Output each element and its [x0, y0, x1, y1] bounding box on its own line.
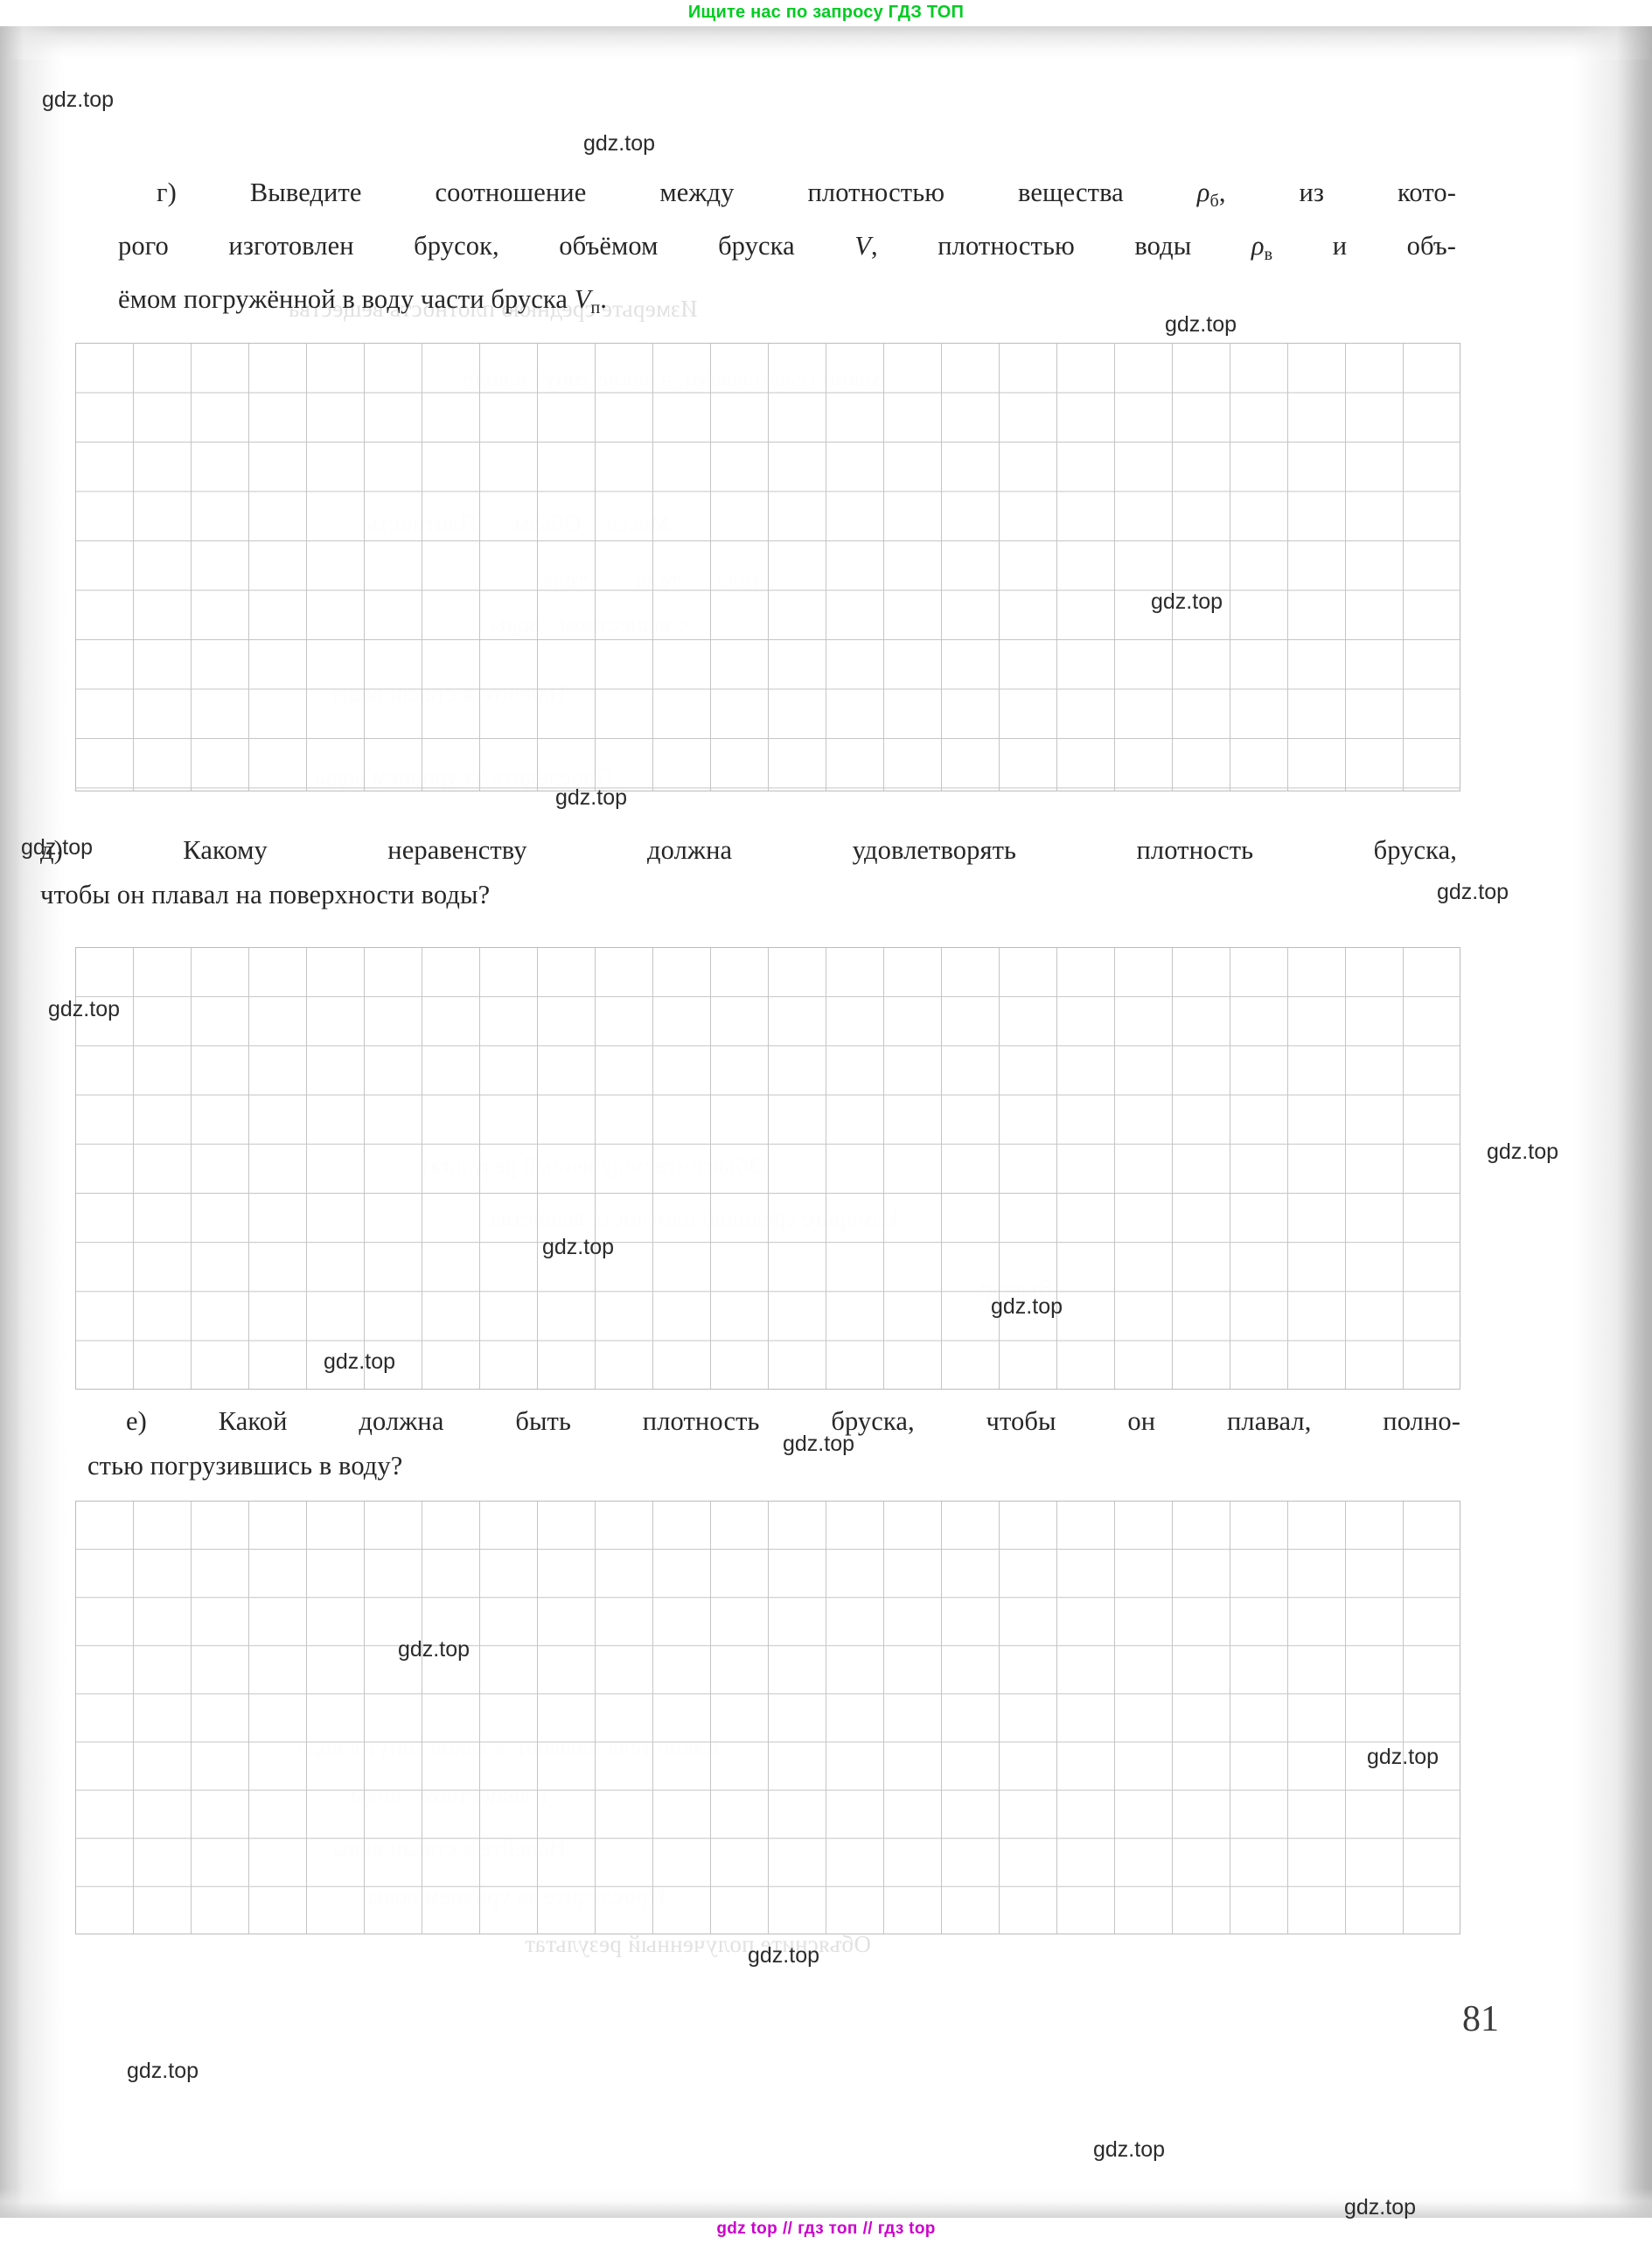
answer-grid-g[interactable]	[75, 343, 1460, 791]
footer-branding: gdz top//гдз топ//гдз top	[0, 2220, 1652, 2239]
task-paragraph-e: е) Какой должна быть плотность бруска, ч…	[87, 1399, 1460, 1488]
footer-part-2: гдз топ	[798, 2220, 858, 2238]
scan-shadow-bottom	[0, 2188, 1652, 2218]
promo-banner-text: Ищите нас по запросу ГДЗ ТОП	[687, 3, 965, 22]
answer-grid-e[interactable]	[75, 1501, 1460, 1934]
task-g-line-3: ёмом погружённой в воду части бруска Vп.	[118, 284, 607, 317]
task-paragraph-g: г) Выведите соотношение между плотностью…	[118, 171, 1456, 331]
promo-banner: Ищите нас по запросу ГДЗ ТОП	[0, 0, 1652, 26]
footer-part-1: gdz top	[716, 2220, 777, 2238]
answer-grid-d[interactable]	[75, 947, 1460, 1390]
scan-shadow-top	[0, 26, 1652, 59]
task-g-line-2: рого изготовлен брусок, объёмом бруска V…	[118, 231, 1456, 264]
paper-scan: Измерьте среднюю плотность вещества Каки…	[0, 26, 1652, 2218]
scan-shadow-right	[1573, 26, 1652, 2218]
task-paragraph-d: д) Какому неравенству должна удовлетворя…	[40, 828, 1457, 917]
footer-separator: //	[862, 2220, 873, 2238]
page-number: 81	[1462, 1999, 1499, 2039]
task-e-line-2: стью погрузившись в воду?	[87, 1451, 403, 1481]
task-d-line-1: д) Какому неравенству должна удовлетворя…	[40, 835, 1457, 865]
page-content: Измерьте среднюю плотность вещества Каки…	[0, 26, 1652, 2218]
footer-separator: //	[782, 2220, 793, 2238]
task-e-line-1: е) Какой должна быть плотность бруска, ч…	[126, 1406, 1460, 1436]
scan-shadow-left	[0, 26, 61, 2218]
task-g-line-1: г) Выведите соотношение между плотностью…	[157, 178, 1457, 211]
task-d-line-2: чтобы он плавал на поверхности воды?	[40, 880, 491, 909]
footer-part-3: гдз top	[877, 2220, 936, 2238]
